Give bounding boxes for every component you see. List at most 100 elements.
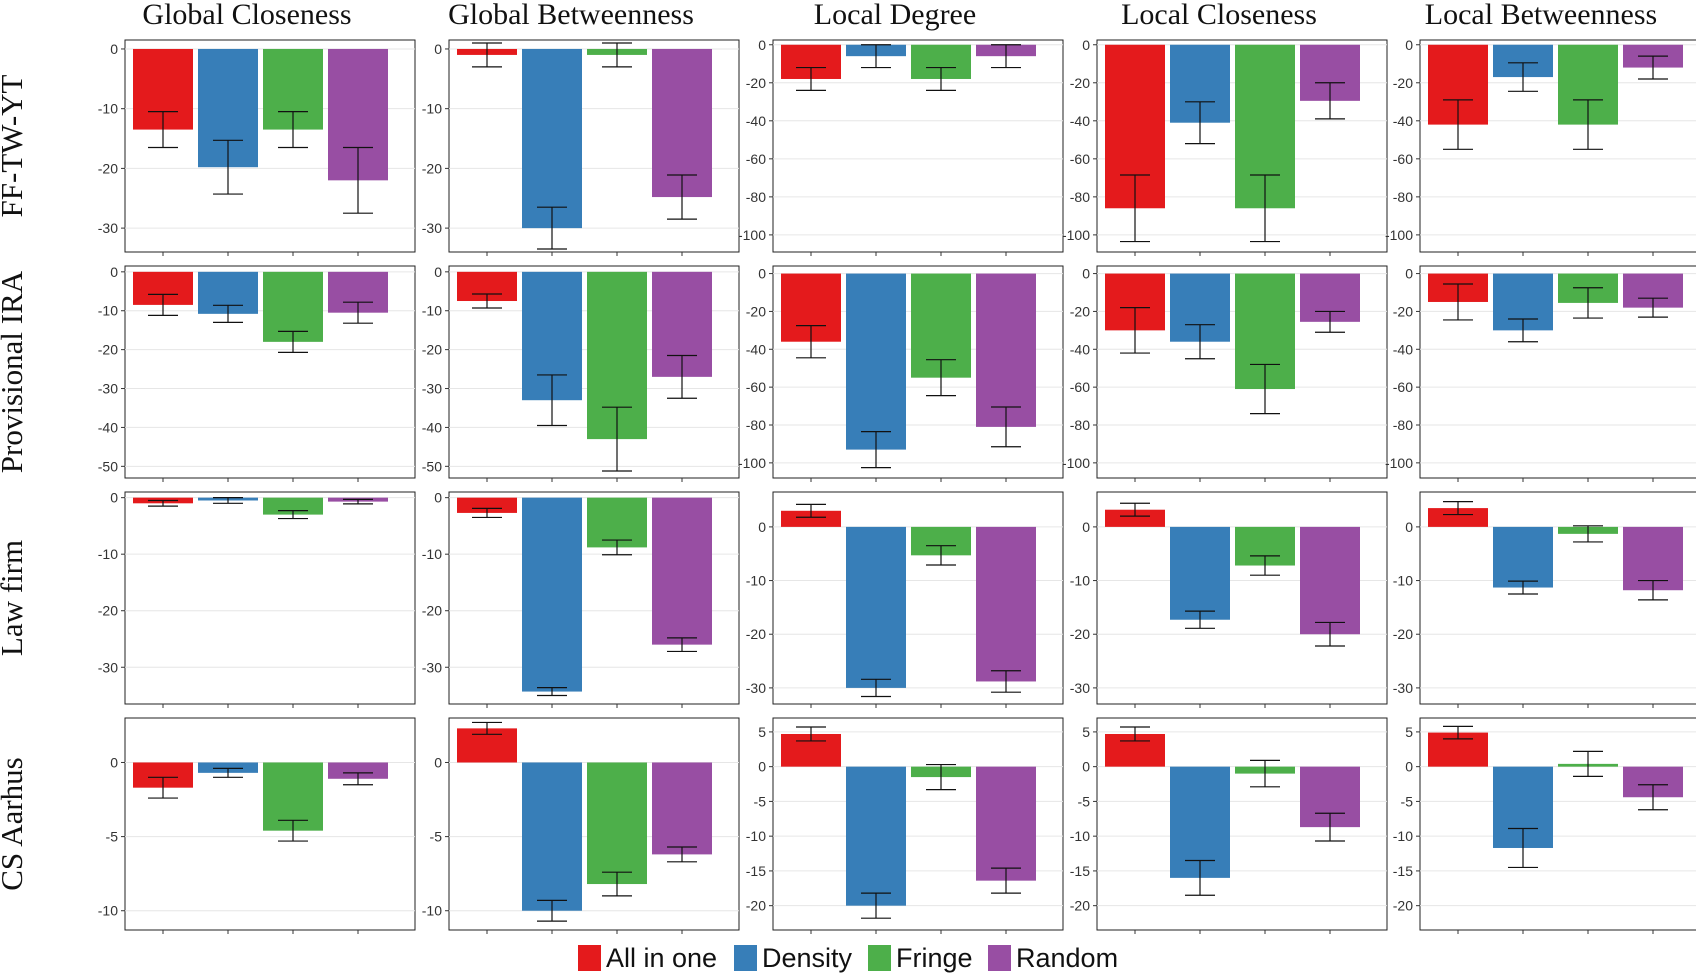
y-tick-label: 0 <box>1082 266 1090 282</box>
y-tick-label: -30 <box>422 220 442 236</box>
y-tick-label: 0 <box>434 264 442 280</box>
y-tick-label: -80 <box>1070 417 1090 433</box>
panels: 0-10-20-300-10-20-300-20-40-60-80-1000-2… <box>98 37 1696 934</box>
error-bar <box>278 330 308 353</box>
legend: All in one Density Fringe Random <box>578 943 1118 973</box>
bar <box>522 762 582 911</box>
panel: 0 -5 -10 <box>422 717 740 934</box>
error-bar <box>991 867 1021 894</box>
error-bar <box>1573 287 1603 319</box>
y-tick-label: 0 <box>110 264 118 280</box>
panel: 0 -10 -20 -30 <box>422 39 740 256</box>
error-bar <box>472 507 502 519</box>
error-bar <box>1573 99 1603 150</box>
error-bar <box>213 139 243 195</box>
error-bar <box>926 763 956 791</box>
y-tick-label: -5 <box>106 829 119 845</box>
error-bar <box>991 44 1021 69</box>
error-bar <box>1638 297 1668 318</box>
panel: 0 -5 -10 <box>98 717 416 934</box>
y-tick-label: -15 <box>746 863 766 879</box>
y-tick-label: -30 <box>98 659 118 675</box>
error-bar <box>1120 174 1150 243</box>
column-title: Local Closeness <box>1121 0 1317 31</box>
error-bar <box>667 354 697 399</box>
y-tick-label: -10 <box>1070 828 1090 844</box>
bar <box>457 497 517 513</box>
error-bar <box>1185 610 1215 629</box>
y-tick-label: -40 <box>1070 341 1090 357</box>
y-tick-label: -10 <box>1070 573 1090 589</box>
error-bar <box>1250 555 1280 576</box>
y-tick-label: -40 <box>1393 113 1413 129</box>
error-bar <box>861 431 891 469</box>
bar <box>263 762 323 831</box>
column-title: Local Degree <box>814 0 976 31</box>
bar <box>522 497 582 692</box>
bar <box>652 48 712 198</box>
error-bar <box>278 510 308 520</box>
row-title: Law firm <box>0 540 29 656</box>
y-tick-label: -10 <box>422 101 442 117</box>
y-tick-label: -10 <box>98 546 118 562</box>
y-tick-label: -100 <box>1062 455 1090 471</box>
error-bar <box>1185 859 1215 896</box>
error-bar <box>861 678 891 698</box>
y-tick-label: 0 <box>758 266 766 282</box>
bar <box>1428 508 1488 527</box>
y-tick-label: -20 <box>1393 898 1413 914</box>
y-tick-label: -100 <box>738 455 766 471</box>
row-titles: FF-TW-YT Provisional IRA Law firm CS Aar… <box>0 74 29 890</box>
legend-swatch <box>868 945 891 971</box>
bar <box>198 762 258 773</box>
panel: 0 -10 -20 -30 <box>1393 491 1696 708</box>
y-tick-label: -20 <box>1393 303 1413 319</box>
error-bar <box>1185 101 1215 145</box>
y-tick-label: -40 <box>1393 341 1413 357</box>
error-bar <box>602 42 632 68</box>
error-bar <box>1250 759 1280 788</box>
bar <box>263 271 323 342</box>
error-bar <box>796 726 826 742</box>
y-tick-label: -80 <box>1393 417 1413 433</box>
error-bar <box>1508 827 1538 869</box>
error-bar <box>1443 501 1473 516</box>
y-tick-label: -30 <box>98 220 118 236</box>
y-tick-label: -10 <box>422 546 442 562</box>
error-bar <box>1250 363 1280 415</box>
y-tick-label: -30 <box>746 680 766 696</box>
y-tick-label: -80 <box>746 417 766 433</box>
y-tick-label: -15 <box>1393 863 1413 879</box>
error-bar <box>667 174 697 220</box>
panel: 0 -20 -40 -60 -80 -100 <box>1385 37 1696 256</box>
y-tick-label: -60 <box>1070 379 1090 395</box>
error-bar <box>1315 621 1345 647</box>
error-bar <box>537 687 567 697</box>
error-bar <box>602 406 632 472</box>
y-tick-label: -20 <box>746 626 766 642</box>
error-bar <box>1443 283 1473 321</box>
error-bar <box>472 293 502 309</box>
error-bar <box>1638 579 1668 601</box>
error-bar <box>213 767 243 778</box>
error-bar <box>1315 812 1345 842</box>
panel: 0 -20 -40 -60 -80 -100 <box>1062 37 1388 256</box>
panel: 0 -10 -20 -30 -40 -50 <box>422 264 740 482</box>
y-tick-label: 0 <box>1405 759 1413 775</box>
y-tick-label: -50 <box>98 458 118 474</box>
panel: 5 0 -5 -10 -15 -20 <box>1393 717 1696 934</box>
legend-label: All in one <box>606 943 717 973</box>
error-bar <box>343 498 373 505</box>
y-tick-label: -30 <box>422 659 442 675</box>
error-bar <box>1120 307 1150 354</box>
panel: 5 0 -5 -10 -15 -20 <box>1070 717 1388 934</box>
y-tick-label: -40 <box>422 419 442 435</box>
error-bar <box>861 44 891 69</box>
y-tick-label: 0 <box>434 490 442 506</box>
error-bar <box>278 111 308 149</box>
error-bar <box>537 899 567 922</box>
bar <box>846 766 906 906</box>
y-tick-label: -20 <box>98 603 118 619</box>
error-bar <box>1120 726 1150 742</box>
